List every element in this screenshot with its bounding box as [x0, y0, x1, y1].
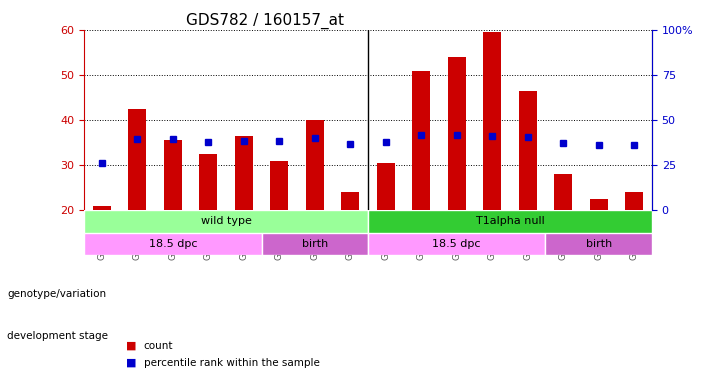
FancyBboxPatch shape	[261, 232, 368, 255]
Text: ■: ■	[126, 340, 137, 351]
Text: birth: birth	[301, 239, 328, 249]
FancyBboxPatch shape	[84, 232, 261, 255]
Bar	[271, 160, 288, 210]
Text: 18.5 dpc: 18.5 dpc	[433, 239, 481, 249]
Bar	[448, 57, 465, 210]
FancyBboxPatch shape	[84, 210, 368, 232]
Text: birth: birth	[585, 239, 612, 249]
FancyBboxPatch shape	[545, 232, 652, 255]
Text: wild type: wild type	[200, 216, 252, 226]
Text: development stage: development stage	[7, 331, 108, 340]
Text: 18.5 dpc: 18.5 dpc	[149, 239, 197, 249]
Bar	[341, 192, 359, 210]
Bar	[554, 174, 572, 210]
Bar	[519, 91, 536, 210]
Bar	[93, 206, 111, 210]
Bar	[164, 140, 182, 210]
Text: ■: ■	[126, 357, 137, 368]
Bar	[235, 136, 252, 210]
Text: count: count	[144, 340, 173, 351]
Bar	[625, 192, 643, 210]
Text: T1alpha null: T1alpha null	[475, 216, 545, 226]
Bar	[306, 120, 324, 210]
Bar	[484, 32, 501, 210]
Bar	[128, 109, 147, 210]
Bar	[200, 154, 217, 210]
Bar	[590, 199, 608, 210]
FancyBboxPatch shape	[368, 232, 545, 255]
FancyBboxPatch shape	[368, 210, 652, 232]
Text: genotype/variation: genotype/variation	[7, 290, 106, 299]
Bar	[412, 70, 430, 210]
Bar	[377, 163, 395, 210]
Text: percentile rank within the sample: percentile rank within the sample	[144, 357, 320, 368]
Text: GDS782 / 160157_at: GDS782 / 160157_at	[186, 12, 344, 28]
